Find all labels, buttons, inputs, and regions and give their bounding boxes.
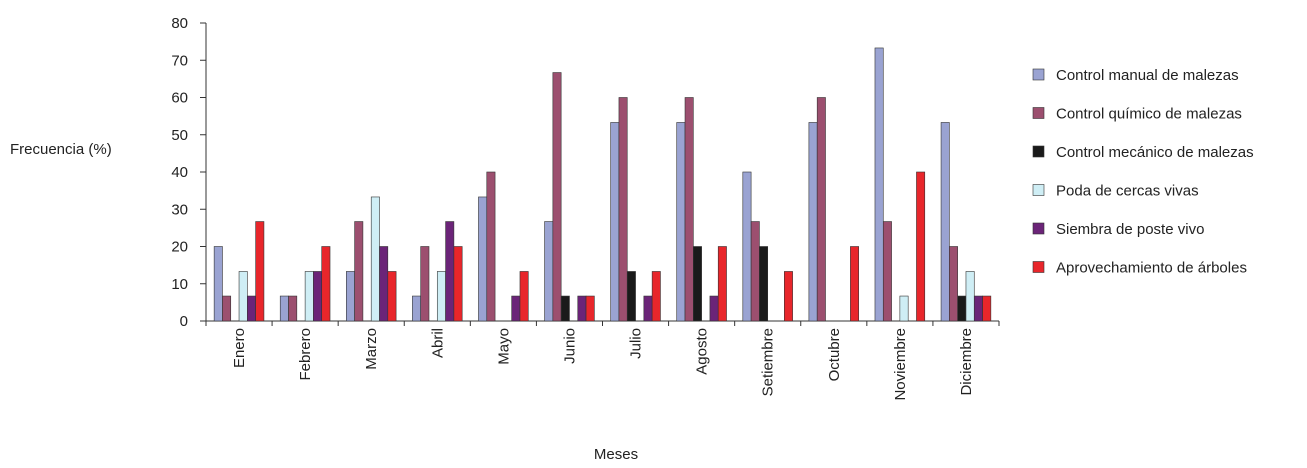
bar — [486, 171, 496, 322]
bar — [965, 271, 975, 322]
legend-swatch — [1032, 184, 1045, 196]
bar — [874, 47, 884, 322]
x-tick-label: Diciembre — [958, 328, 975, 396]
x-tick-label: Mayo — [495, 328, 512, 365]
legend-label: Aprovechamiento de árboles — [1056, 260, 1247, 277]
bar — [511, 295, 521, 322]
bar — [478, 196, 488, 322]
legend-swatch — [1032, 145, 1045, 158]
bar — [387, 271, 397, 322]
y-tick-label: 20 — [171, 239, 188, 256]
x-axis-title: Meses — [594, 446, 638, 463]
bar — [247, 295, 256, 322]
bar — [693, 246, 702, 322]
bar — [436, 271, 446, 322]
bar — [949, 246, 958, 322]
x-tick-label: Junio — [561, 328, 578, 364]
x-tick-labels: Enero Febrero Marzo Abril Mayo Junio Julio Agos… — [231, 328, 975, 401]
bar — [651, 271, 661, 322]
bar — [304, 271, 314, 322]
legend-label: Control manual de malezas — [1056, 67, 1239, 84]
bar — [222, 295, 232, 322]
bar — [808, 122, 818, 322]
bar — [313, 271, 323, 322]
bar — [717, 246, 727, 322]
bar — [940, 122, 950, 322]
legend-swatch — [1032, 68, 1045, 81]
bar — [816, 97, 826, 322]
x-tick-label: Marzo — [363, 328, 380, 370]
bar — [784, 271, 793, 322]
legend-label: Control mecánico de malezas — [1056, 144, 1254, 161]
legend-label: Siembra de poste vivo — [1056, 221, 1204, 238]
bar — [420, 246, 430, 322]
bar — [585, 295, 595, 322]
bars — [213, 47, 992, 322]
bar — [519, 271, 529, 322]
bar — [899, 295, 909, 322]
bar — [759, 246, 769, 322]
x-tick-label: Febrero — [297, 328, 314, 381]
bar — [684, 97, 694, 322]
bar — [552, 72, 562, 322]
legend-label: Poda de cercas vivas — [1056, 183, 1199, 200]
bar — [544, 221, 554, 322]
bar — [618, 97, 628, 322]
bar — [354, 221, 364, 322]
legend-swatch — [1032, 222, 1045, 235]
bar — [288, 295, 298, 322]
x-tick-label: Abril — [429, 328, 446, 358]
bar — [412, 295, 421, 322]
y-tick-label: 0 — [180, 313, 188, 330]
x-tick-label: Agosto — [694, 328, 711, 375]
bar — [709, 295, 719, 322]
bar — [560, 295, 570, 322]
bar — [453, 246, 463, 322]
bar — [370, 196, 380, 322]
x-tick-label: Julio — [628, 328, 645, 359]
bar — [279, 295, 289, 322]
bar — [850, 246, 859, 322]
y-tick-label: 10 — [171, 276, 188, 293]
bar — [445, 221, 455, 322]
x-tick-label: Noviembre — [892, 328, 909, 401]
legend-swatch — [1032, 261, 1045, 273]
legend-swatch — [1032, 107, 1045, 119]
bar — [626, 271, 636, 322]
bar — [882, 221, 892, 322]
bar — [577, 295, 587, 322]
y-tick-label: 40 — [171, 164, 188, 181]
y-tick-label: 30 — [171, 201, 188, 218]
y-tick-label: 70 — [171, 52, 188, 69]
y-axis-title: Frecuencia (%) — [10, 141, 112, 158]
bar — [346, 271, 355, 322]
bar — [676, 122, 686, 322]
bar — [255, 221, 265, 322]
legend-label: Control químico de malezas — [1056, 106, 1242, 123]
bar — [643, 295, 653, 322]
bar — [379, 246, 389, 322]
bar — [610, 122, 620, 322]
bar — [973, 295, 983, 322]
bar — [750, 221, 760, 322]
bar — [321, 246, 331, 322]
bar — [213, 246, 223, 322]
y-tick-label: 80 — [171, 15, 188, 32]
y-tick-label: 50 — [171, 127, 188, 144]
y-tick-label: 60 — [171, 90, 188, 107]
bar — [916, 171, 926, 322]
axes: 0 10 20 30 40 50 60 70 80 — [171, 15, 1000, 330]
legend: Control manual de malezas Control químico… — [1032, 67, 1254, 277]
bar — [982, 295, 992, 322]
bar — [742, 171, 752, 322]
x-tick-label: Setiembre — [760, 328, 777, 396]
x-tick-label: Enero — [231, 328, 248, 368]
bar — [957, 295, 967, 322]
x-tick-label: Octubre — [826, 328, 843, 381]
bar — [238, 271, 248, 322]
